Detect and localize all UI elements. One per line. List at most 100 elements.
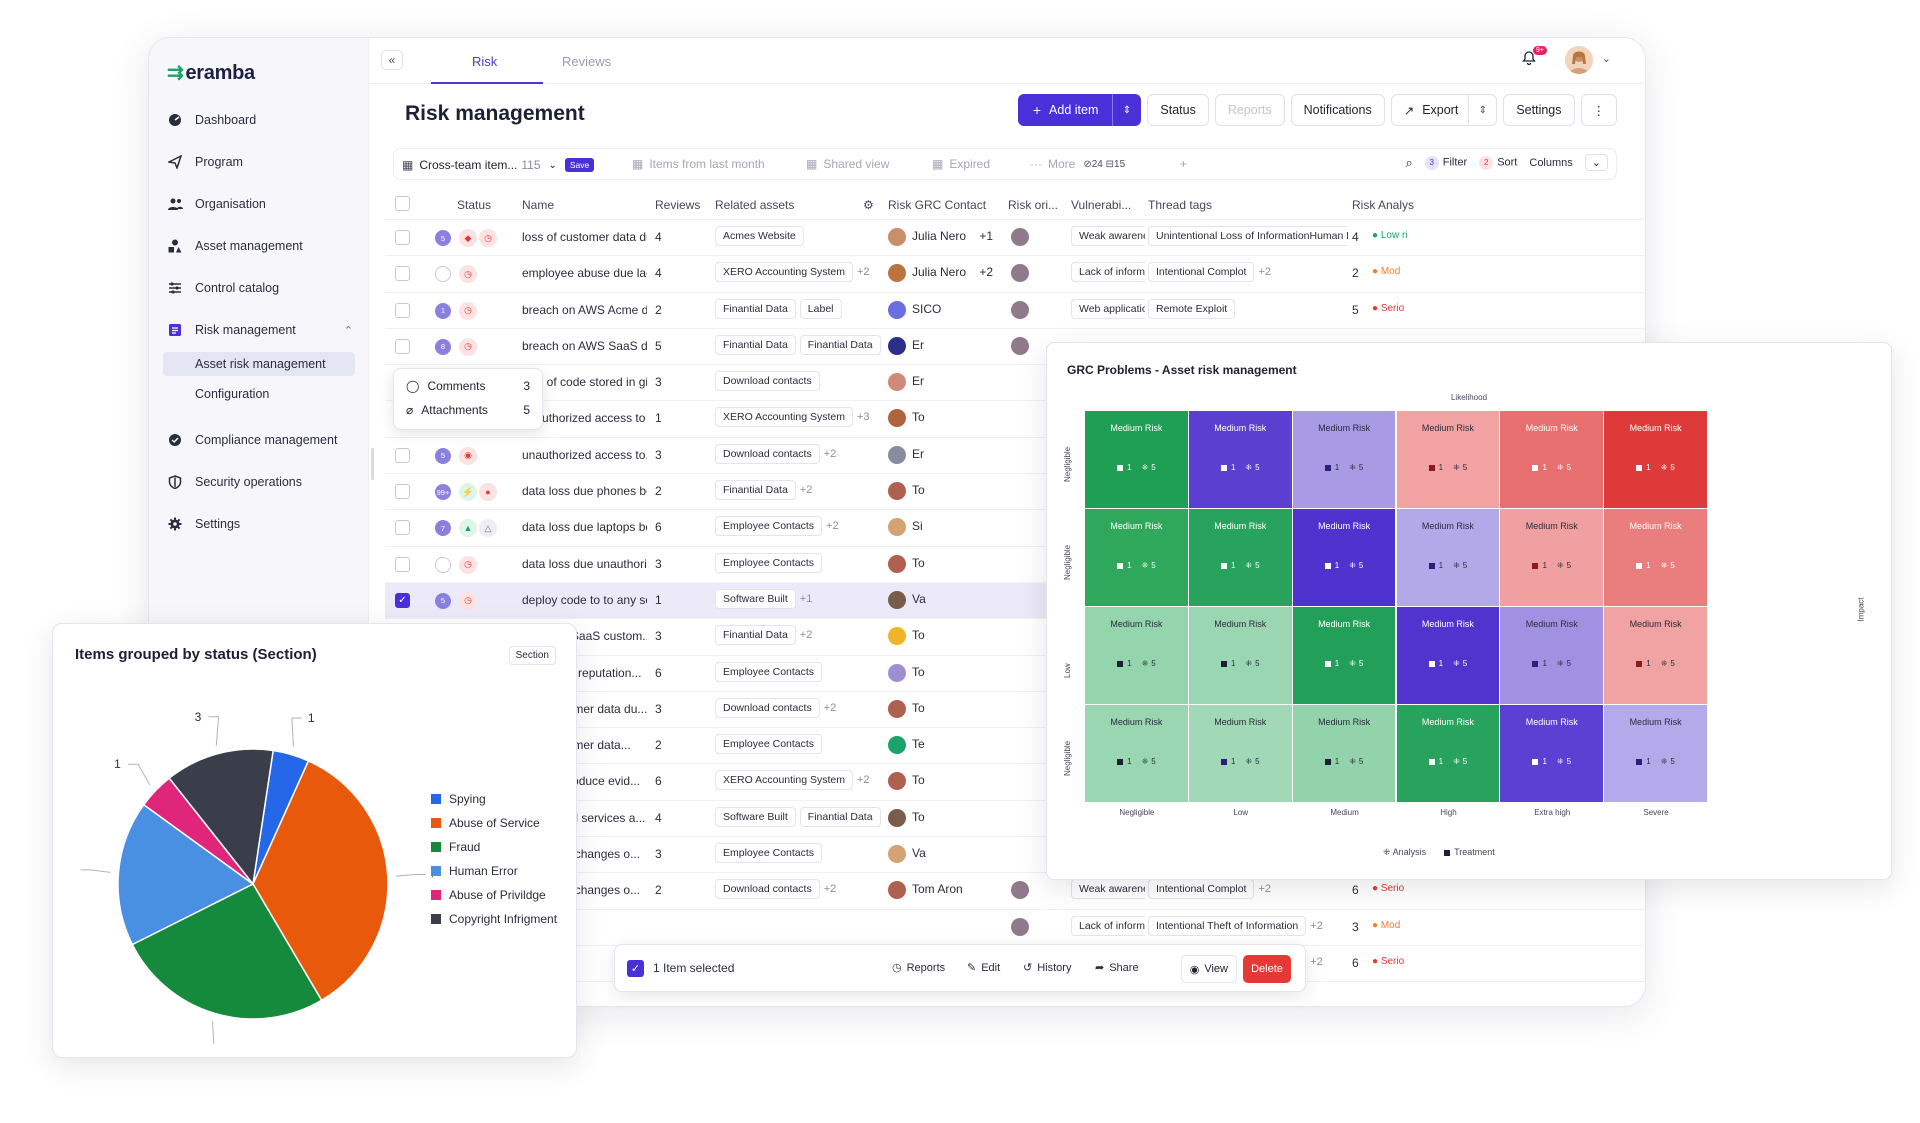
asset-tag[interactable]: Finantial Data (715, 480, 796, 501)
heatmap-cell[interactable]: Medium Risk 1 ⁜ 5 (1500, 705, 1604, 802)
asset-tag[interactable]: Finantial Data (715, 298, 796, 319)
heatmap-cell[interactable]: Medium Risk 1 ⁜ 5 (1292, 411, 1396, 508)
legend-item[interactable]: Abuse of Service (431, 811, 557, 835)
row-name[interactable]: employee abuse due lac... (522, 266, 647, 281)
row-contact[interactable]: Tom Aron (888, 881, 1006, 900)
pie-slice-fraud[interactable] (131, 883, 323, 1020)
row-contact[interactable]: To (888, 808, 1006, 827)
status-icon[interactable]: ◷ (459, 265, 477, 284)
chevron-up-icon[interactable]: ⌃ (343, 324, 353, 337)
row-vulnerability[interactable]: Weak awarenes (1071, 879, 1145, 900)
heatmap-cell[interactable]: Medium Risk 1 ⁜ 5 (1604, 705, 1707, 802)
logo[interactable]: ⇉ eramba (167, 62, 255, 84)
attachments-row[interactable]: ⌀ Attachments 5 (406, 403, 530, 417)
row-vulnerability[interactable]: Lack of informat (1071, 915, 1145, 936)
risk-owner-avatar[interactable] (1011, 228, 1035, 246)
row-contact[interactable]: To (888, 554, 1006, 573)
row-contact[interactable]: Te (888, 736, 1006, 755)
sidebar-item-settings[interactable]: Settings (163, 510, 359, 538)
heatmap-cell[interactable]: Medium Risk 1 ⁜ 5 (1396, 509, 1500, 606)
comment-count-bubble[interactable]: 5 (435, 447, 451, 464)
row-name[interactable]: breach on AWS SaaS du... (522, 338, 647, 353)
view-shared[interactable]: ▦ Shared view (806, 157, 890, 171)
status-icon[interactable]: ◷ (459, 337, 477, 356)
heatmap-cell[interactable]: Medium Risk 1 ⁜ 5 (1085, 705, 1188, 802)
heatmap-cell[interactable]: Medium Risk 1 ⁜ 5 (1085, 607, 1188, 704)
comment-count-bubble[interactable]: 99+ (435, 484, 451, 501)
row-contact[interactable]: Si (888, 518, 1006, 537)
asset-tag[interactable]: Employee Contacts (715, 552, 823, 573)
assets-more[interactable]: +2 (823, 883, 837, 896)
share-action[interactable]: ➦ Share (1095, 961, 1139, 975)
asset-tag[interactable]: Download contacts (715, 443, 820, 464)
heatmap-cell[interactable]: Medium Risk 1 ⁜ 5 (1188, 509, 1292, 606)
row-name[interactable]: data loss due laptops bei... (522, 520, 647, 535)
col-name[interactable]: Name (522, 198, 555, 212)
col-related-assets[interactable]: Related assets (715, 198, 795, 212)
row-contact[interactable]: Er (888, 373, 1006, 392)
asset-tag[interactable]: XERO Accounting System (715, 770, 853, 791)
col-reviews[interactable]: Reviews (655, 198, 701, 212)
col-vulnerabilities[interactable]: Vulnerabi... (1071, 198, 1132, 212)
export-button[interactable]: ↗ Export ⇕ (1390, 94, 1498, 126)
risk-owner-avatar[interactable] (1011, 336, 1035, 355)
asset-tag[interactable]: Finantial Data (715, 334, 796, 355)
row-checkbox[interactable] (395, 230, 410, 245)
pie-slice-human-error[interactable] (117, 803, 255, 946)
heatmap-cell[interactable]: Medium Risk 1 ⁜ 5 (1292, 509, 1396, 606)
col-thread-tags[interactable]: Thread tags (1148, 198, 1213, 212)
row-checkbox[interactable] (395, 556, 410, 572)
add-view-button[interactable]: + (1180, 157, 1188, 171)
status-icon[interactable]: ◷ (479, 229, 497, 247)
row-contact[interactable]: Julia Nero +2 (888, 264, 1006, 283)
row-name[interactable]: data loss due unauthoriz... (522, 556, 647, 571)
sidebar-subitem-asset-risk-management[interactable]: Asset risk management (163, 352, 355, 376)
filter-button[interactable]: 3 Filter (1424, 155, 1467, 170)
selection-checkbox[interactable]: ✓ (627, 960, 644, 977)
row-checkbox[interactable] (395, 302, 410, 318)
row-contact[interactable]: To (888, 663, 1006, 682)
row-threat-tags[interactable]: Unintentional Loss of InformationHuman E… (1148, 226, 1348, 246)
row-name[interactable]: unauthorized access to... (522, 447, 647, 462)
col-risk-analysis[interactable]: Risk Analys (1352, 198, 1415, 212)
notifications-button[interactable]: Notifications (1290, 94, 1385, 126)
row-checkbox[interactable] (395, 266, 410, 282)
asset-tag[interactable]: Employee Contacts (715, 734, 823, 755)
row-checkbox[interactable] (395, 338, 410, 354)
sidebar-item-program[interactable]: Program (163, 148, 359, 176)
legend-item[interactable]: Spying (431, 787, 557, 811)
comment-count-bubble[interactable]: 5 (435, 230, 451, 246)
assets-more[interactable]: +2 (799, 629, 813, 642)
section-chip[interactable]: Section (508, 646, 556, 665)
table-row[interactable]: 1 ◷ breach on AWS Acme du... 2 Finantial Dat… (385, 293, 1645, 329)
row-contact[interactable]: To (888, 627, 1006, 646)
heatmap-cell[interactable]: Medium Risk 1 ⁜ 5 (1188, 705, 1292, 802)
table-row[interactable]: 8 ◷ breach on AWS SaaS du... 5 Finantial Dat… (385, 329, 1645, 366)
heatmap-cell[interactable]: Medium Risk 1 ⁜ 5 (1396, 607, 1500, 704)
settings-button[interactable]: Settings (1503, 94, 1575, 126)
status-icon[interactable]: ◷ (459, 555, 477, 574)
row-contact[interactable]: Va (888, 845, 1006, 864)
status-icon[interactable]: ◷ (459, 591, 477, 610)
status-icon[interactable]: ◆ (459, 229, 477, 247)
row-checkbox[interactable] (395, 447, 410, 463)
asset-tag[interactable]: Download contacts (715, 697, 820, 718)
view-action[interactable]: ◉ View (1180, 955, 1237, 983)
comment-count-bubble[interactable]: 8 (435, 338, 451, 355)
table-row[interactable]: able...Lack of informatIntentional Theft… (385, 910, 1645, 946)
status-icon[interactable]: △ (479, 519, 497, 538)
asset-tag[interactable]: Acmes Website (715, 226, 804, 246)
add-item-dropdown[interactable]: ⇕ (1112, 94, 1140, 126)
heatmap-cell[interactable]: Medium Risk 1 ⁜ 5 (1188, 607, 1292, 704)
export-dropdown[interactable]: ⇕ (1468, 94, 1496, 126)
asset-tag[interactable]: Software Built (715, 588, 796, 609)
legend-item[interactable]: Fraud (431, 835, 557, 859)
row-vulnerability[interactable]: Web application (1071, 298, 1145, 319)
collapse-sidebar-button[interactable]: « (381, 50, 403, 70)
table-row[interactable]: able to produce evid... 6 XERO Accounting … (385, 764, 1645, 801)
heatmap-cell[interactable]: Medium Risk 1 ⁜ 5 (1085, 509, 1188, 606)
row-vulnerability[interactable]: Lack of informat (1071, 262, 1145, 283)
comments-row[interactable]: ◯ Comments 3 (406, 379, 530, 393)
status-button[interactable]: Status (1147, 94, 1209, 126)
asset-tag[interactable]: Finantial Data (799, 334, 881, 355)
